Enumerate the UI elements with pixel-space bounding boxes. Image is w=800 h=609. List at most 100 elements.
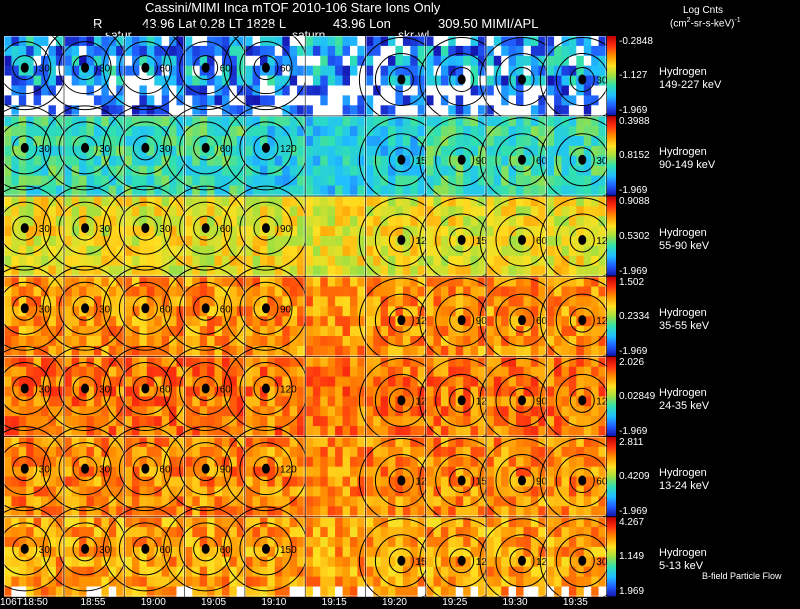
heatmap-pixel (41, 356, 49, 368)
heatmap-pixel (561, 155, 570, 167)
heatmap-pixel (222, 586, 230, 597)
heatmap-pixel (320, 396, 329, 407)
heatmap-pixel (598, 426, 607, 437)
heatmap-pixel (470, 75, 479, 86)
heatmap-pixel (508, 55, 517, 67)
heatmap-pixel (463, 386, 471, 397)
heatmap-pixel (245, 175, 253, 186)
heatmap-pixel (41, 517, 49, 528)
heatmap-pixel (508, 236, 517, 247)
heatmap-pixel (192, 316, 201, 327)
heatmap-pixel (252, 416, 261, 427)
heatmap-pixel (146, 437, 155, 448)
heatmap-pixel (433, 537, 442, 548)
heatmap-pixel (320, 506, 329, 517)
heatmap-pixel (380, 566, 389, 577)
row-label: Hydrogen 90-149 keV (659, 146, 715, 172)
saturn-marker (517, 475, 526, 486)
heatmap-pixel (591, 406, 599, 417)
heatmap-pixel (26, 446, 34, 458)
colorbar-cmid-label: -1.127 (619, 70, 648, 82)
heatmap-pixel (79, 486, 87, 497)
heatmap-pixel (493, 476, 502, 487)
heatmap-pixel (161, 406, 170, 417)
heatmap-pixel (11, 426, 20, 437)
heatmap-pixel (18, 576, 27, 587)
heatmap-pixel (554, 537, 562, 548)
field-contour (58, 281, 112, 335)
heatmap-panel: 120 (539, 196, 625, 283)
heatmap-pixel (516, 356, 524, 368)
heatmap-pixel (199, 336, 208, 347)
heatmap-pixel (289, 236, 298, 247)
heatmap-pixel (598, 316, 607, 327)
heatmap-pixel (18, 356, 27, 368)
heatmap-pixel (116, 506, 124, 517)
saturn-marker (457, 154, 466, 165)
heatmap-pixel (335, 85, 343, 96)
heatmap-pixel (48, 95, 57, 106)
heatmap-pixel (146, 286, 155, 297)
heatmap-pixel (388, 456, 396, 468)
heatmap-panel: 60 (163, 185, 249, 276)
heatmap-pixel (327, 416, 336, 427)
heatmap-pixel (207, 65, 215, 76)
heatmap-pixel (176, 255, 185, 267)
heatmap-pixel (380, 366, 389, 377)
heatmap-pixel (312, 316, 321, 327)
heatmap-pixel (561, 265, 570, 276)
heatmap-pixel (229, 336, 238, 347)
heatmap-pixel (554, 527, 562, 538)
heatmap-pixel (523, 517, 532, 528)
heatmap-pixel (501, 55, 509, 67)
heatmap-pixel (176, 426, 185, 437)
heatmap-pixel (388, 537, 396, 548)
heatmap-pixel (335, 426, 343, 437)
heatmap-pixel (207, 396, 215, 407)
heatmap-pixel (101, 296, 110, 307)
colorbar-cmin-label: -1.969 (619, 506, 648, 518)
heatmap-pixel (417, 456, 426, 468)
field-contour (449, 67, 475, 93)
heatmap-pixel (478, 345, 486, 357)
heatmap-pixel (41, 426, 49, 437)
saturn-marker (201, 463, 210, 474)
heatmap-pixel (598, 486, 607, 497)
heatmap-pixel (598, 406, 607, 417)
heatmap-pixel (388, 566, 396, 577)
heatmap-pixel (448, 336, 457, 347)
heatmap-pixel (297, 386, 305, 397)
heatmap-pixel (493, 406, 502, 417)
heatmap-pixel (530, 95, 539, 106)
row-energy: 55-90 keV (659, 239, 710, 252)
heatmap-pixel (530, 216, 539, 227)
heatmap-pixel (433, 396, 442, 407)
heatmap-pixel (282, 496, 291, 507)
heatmap-pixel (176, 506, 185, 517)
heatmap-pixel (146, 456, 155, 468)
heatmap-pixel (516, 45, 524, 57)
heatmap-pixel (433, 286, 442, 297)
heatmap-pixel (350, 476, 358, 487)
heatmap-pixel (448, 306, 457, 317)
heatmap-pixel (576, 206, 585, 217)
heatmap-pixel (71, 36, 80, 47)
saturn-marker (141, 383, 150, 394)
colorbar-cmid-label: 0.4209 (619, 471, 650, 483)
heatmap-pixel (245, 316, 253, 327)
heatmap-pixel (236, 527, 245, 538)
heatmap-pixel (48, 546, 57, 558)
heatmap-pixel (395, 55, 404, 67)
heatmap-pixel (410, 376, 419, 387)
heatmap-pixel (508, 175, 517, 186)
heatmap-pixel (312, 326, 321, 337)
heatmap-pixel (591, 196, 599, 207)
heatmap-pixel (93, 55, 102, 67)
heatmap-pixel (297, 426, 305, 437)
heatmap-pixel (267, 486, 276, 497)
heatmap-pixel (583, 116, 592, 127)
heatmap-pixel (260, 236, 268, 247)
heatmap-pixel (501, 326, 509, 337)
heatmap-pixel (523, 255, 532, 267)
heatmap-pixel (463, 376, 471, 387)
